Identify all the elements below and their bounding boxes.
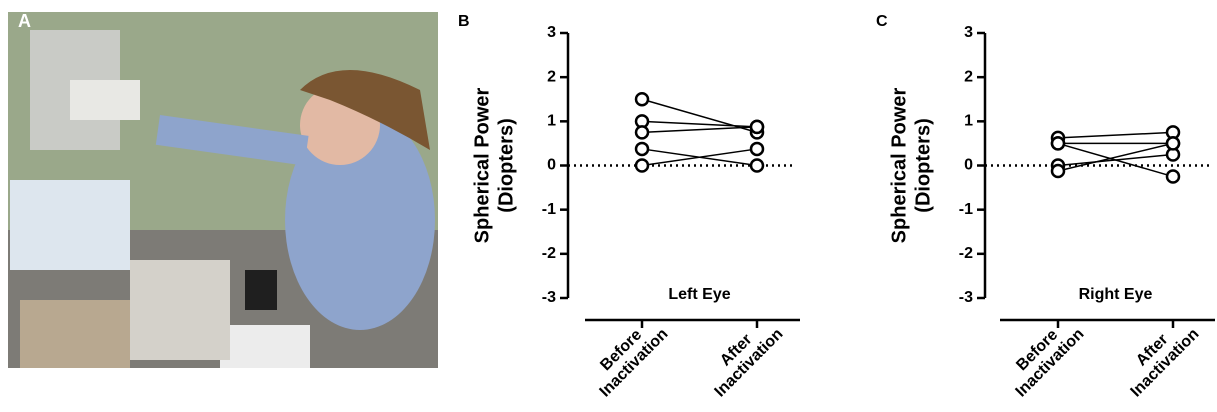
y-tick-label: -2 (542, 245, 556, 262)
y-tick-label: 2 (547, 68, 556, 85)
series-line (642, 121, 757, 127)
y-axis-label: (Diopters) (495, 118, 517, 212)
data-point (1052, 165, 1064, 177)
y-tick-label: -3 (959, 289, 973, 306)
subtitle: Right Eye (1079, 286, 1153, 303)
y-axis-label: Spherical Power (471, 87, 493, 243)
y-tick-label: -1 (959, 201, 973, 218)
y-axis-label: (Diopters) (912, 118, 934, 212)
series-line (1058, 143, 1173, 171)
photo (8, 12, 438, 368)
y-tick-label: 1 (547, 113, 556, 130)
data-point (751, 121, 763, 133)
data-point (1167, 137, 1179, 149)
panel-label: C (876, 13, 888, 30)
y-tick-label: 0 (547, 157, 556, 174)
data-point (1167, 171, 1179, 183)
series-line (1058, 132, 1173, 138)
y-tick-label: -2 (959, 245, 973, 262)
data-point (751, 160, 763, 172)
y-axis-label: Spherical Power (888, 87, 910, 243)
y-tick-label: 1 (964, 113, 973, 130)
subtitle: Left Eye (668, 286, 730, 303)
panel-label: B (458, 13, 470, 30)
data-point (1052, 137, 1064, 149)
data-point (636, 160, 648, 172)
series-line (1058, 154, 1173, 165)
y-tick-label: -3 (542, 289, 556, 306)
y-tick-label: 0 (964, 157, 973, 174)
data-point (636, 93, 648, 105)
y-tick-label: 2 (964, 68, 973, 85)
data-point (636, 143, 648, 155)
data-point (751, 143, 763, 155)
y-tick-label: -1 (542, 201, 556, 218)
data-point (636, 126, 648, 138)
page: A B C -3-2-10123Spherical Power(Diopters… (0, 0, 1217, 412)
y-tick-label: 3 (547, 24, 556, 41)
panel-label: A (18, 11, 31, 31)
series-line (642, 127, 757, 133)
y-tick-label: 3 (964, 24, 973, 41)
